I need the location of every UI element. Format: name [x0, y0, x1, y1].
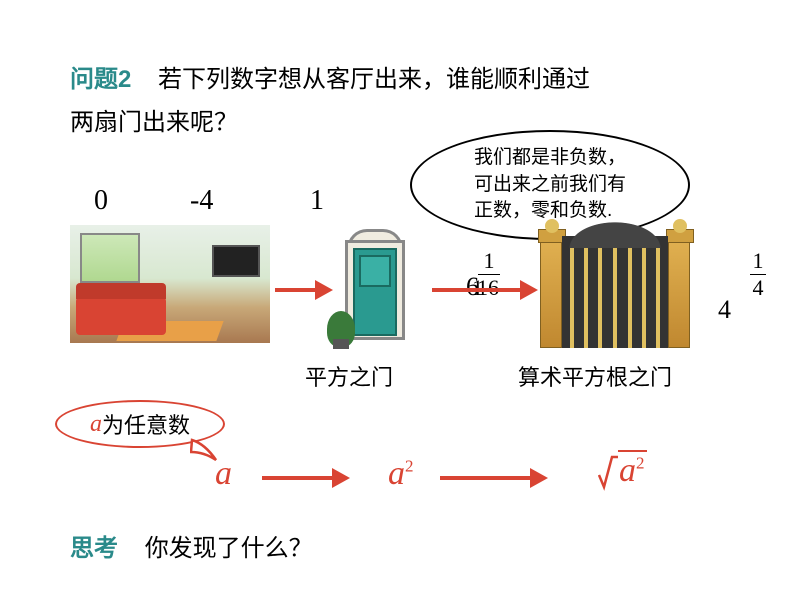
- think-block: 思考 你发现了什么？: [70, 528, 313, 563]
- think-text: 你发现了什么？: [145, 535, 313, 562]
- gate-bar: [642, 240, 646, 348]
- flow-sqrt-a2: a2: [598, 452, 647, 492]
- gate-ball-r: [673, 219, 687, 233]
- gate-pillar-right: [668, 240, 690, 348]
- frac-num: 1: [478, 250, 500, 272]
- lr-window: [80, 233, 140, 283]
- sqrt-gate-image: [540, 218, 690, 348]
- thought-line2: 可出来之前我们有: [474, 174, 626, 195]
- arrow-room-to-door: [275, 288, 317, 292]
- sqrt-base: a: [619, 452, 636, 489]
- thought-text: 我们都是非负数， 可出来之前我们有 正数，零和负数.: [474, 145, 626, 225]
- flow-a-squared: a2: [388, 455, 414, 493]
- flow-a2-base: a: [388, 455, 405, 492]
- frac-den-r: 4: [750, 277, 766, 299]
- number-zero: 0: [94, 185, 108, 217]
- callout-a: a: [90, 411, 102, 438]
- gate-bar: [628, 236, 632, 348]
- flow-a2-exp: 2: [405, 457, 414, 476]
- living-room-image: [70, 225, 270, 343]
- sqrt-bar: a2: [618, 450, 647, 490]
- number-neg4: -4: [190, 185, 213, 217]
- fraction-1-over-4: 1 4: [750, 250, 766, 299]
- door1-panel: [359, 255, 391, 287]
- think-spacer: [125, 535, 145, 562]
- think-label: 思考: [70, 535, 118, 562]
- gate-ball-l: [545, 219, 559, 233]
- gate-bar: [598, 236, 602, 348]
- square-door-label: 平方之门: [305, 360, 393, 392]
- gate-bar: [584, 240, 588, 348]
- arrow-a-to-a2: [262, 476, 334, 480]
- flow-a: a: [215, 455, 232, 493]
- lr-sofa: [76, 297, 166, 335]
- number-one: 1: [310, 185, 324, 217]
- gate-arch: [562, 218, 668, 248]
- overlap-six: 6: [466, 272, 479, 302]
- sqrt-exp: 2: [636, 454, 645, 473]
- question-label: 问题2: [70, 66, 131, 93]
- sqrt-door-label: 算术平方根之门: [518, 360, 672, 392]
- arrow-a2-to-sqrt: [440, 476, 532, 480]
- door1-pot: [333, 339, 349, 349]
- question-text-2: 两扇门出来呢？: [70, 109, 238, 136]
- square-door-image: [335, 225, 420, 345]
- gate-bar: [613, 236, 617, 348]
- question-text-1: [138, 66, 158, 93]
- gate-pillar-left: [540, 240, 562, 348]
- gate-bar: [656, 248, 660, 348]
- question-block: 问题2 若下列数字想从客厅出来，谁能顺利通过 两扇门出来呢？: [70, 58, 730, 144]
- sqrt-radical-icon: [598, 453, 618, 491]
- question-text-1b: 若下列数字想从客厅出来，谁能顺利通过: [158, 66, 590, 93]
- thought-line1: 我们都是非负数，: [474, 147, 626, 168]
- callout-text: 为任意数: [102, 408, 190, 440]
- result-four: 4: [718, 295, 731, 325]
- fraction-1-over-16: 1 1 1 6: [478, 250, 500, 277]
- gate-bars: [562, 236, 668, 348]
- frac-num-r: 1: [750, 250, 766, 272]
- gate-bar: [570, 248, 574, 348]
- lr-tv: [212, 245, 260, 277]
- arrow-door-to-gate: [432, 288, 522, 292]
